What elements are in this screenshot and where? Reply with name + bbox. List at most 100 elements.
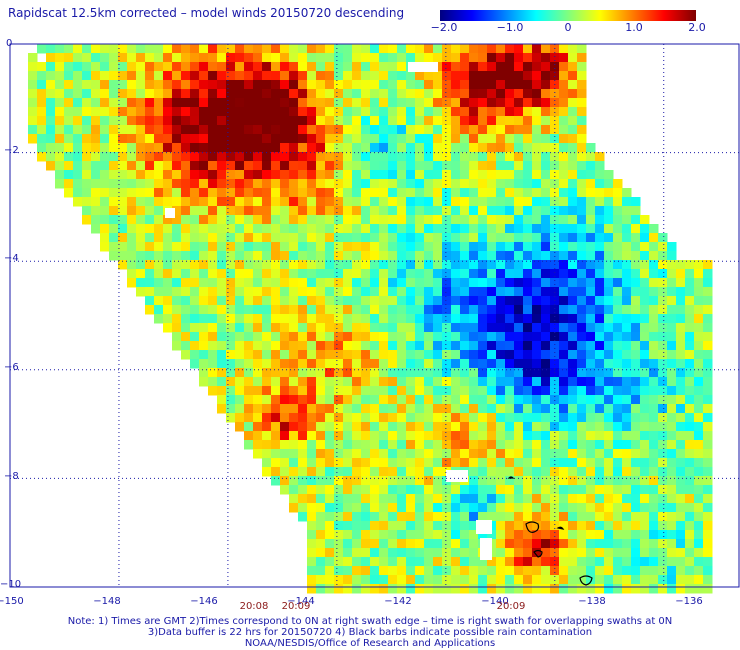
island-outline	[579, 575, 593, 586]
wind-cell	[100, 224, 110, 234]
wind-cell	[370, 404, 380, 414]
wind-cell	[298, 287, 308, 297]
wind-cell	[550, 287, 560, 297]
wind-cell	[469, 314, 479, 324]
wind-cell	[694, 260, 704, 270]
wind-cell	[505, 530, 515, 540]
wind-cell	[550, 107, 560, 117]
wind-cell	[316, 377, 326, 387]
wind-cell	[307, 548, 317, 558]
wind-cell	[181, 260, 191, 270]
wind-cell	[388, 71, 398, 81]
wind-cell	[523, 71, 533, 81]
wind-cell	[397, 125, 407, 135]
wind-cell	[406, 152, 416, 162]
colorbar-tick: −1.0	[496, 21, 524, 34]
wind-cell	[631, 494, 641, 504]
wind-cell	[676, 431, 686, 441]
wind-cell	[163, 233, 173, 243]
wind-cell	[577, 98, 587, 108]
wind-cell	[181, 287, 191, 297]
wind-cell	[442, 584, 452, 594]
wind-cell	[595, 458, 605, 468]
wind-cell	[298, 197, 308, 207]
wind-cell	[217, 404, 227, 414]
wind-cell	[55, 107, 65, 117]
wind-cell	[550, 53, 560, 63]
wind-cell	[505, 440, 515, 450]
wind-cell	[235, 251, 245, 261]
wind-cell	[163, 107, 173, 117]
wind-cell	[577, 557, 587, 567]
wind-cell	[334, 548, 344, 558]
wind-cell	[478, 197, 488, 207]
wind-cell	[208, 359, 218, 369]
wind-cell	[487, 440, 497, 450]
wind-cell	[613, 503, 623, 513]
wind-cell	[343, 413, 353, 423]
wind-cell	[136, 170, 146, 180]
wind-cell	[523, 323, 533, 333]
wind-cell	[208, 98, 218, 108]
wind-cell	[136, 206, 146, 216]
wind-cell	[505, 188, 515, 198]
wind-cell	[271, 296, 281, 306]
wind-cell	[505, 503, 515, 513]
wind-cell	[307, 215, 317, 225]
wind-cell	[361, 224, 371, 234]
wind-cell	[568, 80, 578, 90]
wind-cell	[388, 413, 398, 423]
wind-cell	[406, 557, 416, 567]
wind-cell	[694, 386, 704, 396]
wind-cell	[478, 566, 488, 576]
wind-cell	[280, 476, 290, 486]
wind-cell	[145, 80, 155, 90]
wind-cell	[568, 278, 578, 288]
wind-cell	[406, 314, 416, 324]
wind-cell	[145, 260, 155, 270]
wind-cell	[379, 215, 389, 225]
wind-cell	[676, 494, 686, 504]
wind-cell	[613, 575, 623, 585]
wind-cell	[541, 53, 551, 63]
wind-cell	[667, 530, 677, 540]
wind-cell	[460, 314, 470, 324]
wind-cell	[370, 557, 380, 567]
wind-cell	[316, 269, 326, 279]
wind-cell	[334, 197, 344, 207]
wind-cell	[73, 80, 83, 90]
wind-cell	[415, 206, 425, 216]
wind-cell	[343, 251, 353, 261]
wind-cell	[622, 467, 632, 477]
wind-cell	[541, 107, 551, 117]
wind-cell	[667, 566, 677, 576]
wind-cell	[469, 404, 479, 414]
wind-cell	[217, 296, 227, 306]
wind-cell	[109, 161, 119, 171]
wind-cell	[631, 251, 641, 261]
wind-cell	[64, 188, 74, 198]
wind-cell	[334, 476, 344, 486]
wind-cell	[442, 566, 452, 576]
wind-cell	[244, 89, 254, 99]
wind-cell	[190, 53, 200, 63]
wind-cell	[118, 251, 128, 261]
wind-cell	[208, 260, 218, 270]
wind-cell	[550, 179, 560, 189]
colorbar-tick: 0	[564, 21, 572, 34]
wind-cell	[325, 413, 335, 423]
wind-cell	[397, 548, 407, 558]
wind-cell	[541, 80, 551, 90]
wind-cell	[487, 206, 497, 216]
wind-cell	[361, 161, 371, 171]
wind-cell	[208, 197, 218, 207]
wind-cell	[253, 278, 263, 288]
wind-cell	[505, 458, 515, 468]
wind-cell	[289, 431, 299, 441]
wind-cell	[559, 350, 569, 360]
wind-cell	[154, 170, 164, 180]
wind-cell	[271, 53, 281, 63]
wind-cell	[253, 62, 263, 72]
wind-cell	[523, 314, 533, 324]
wind-cell	[208, 305, 218, 315]
